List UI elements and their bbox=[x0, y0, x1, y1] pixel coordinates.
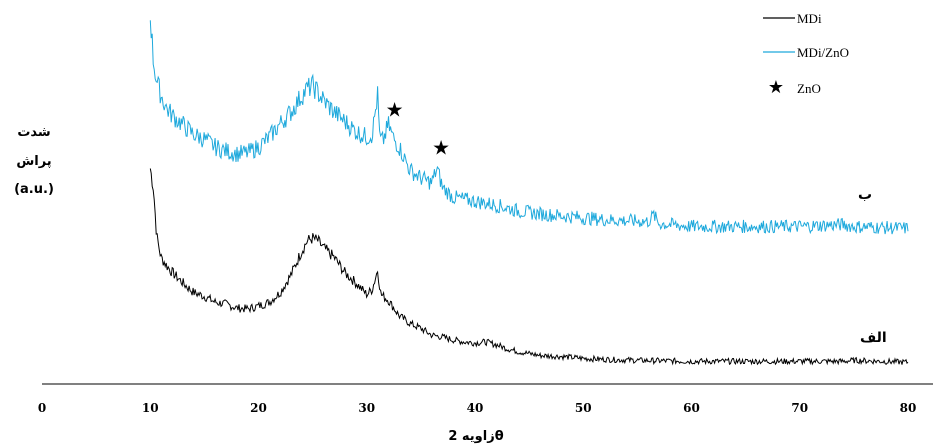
x-tick-label: 40 bbox=[467, 401, 484, 415]
x-axis-label: زاویه 2θ bbox=[448, 429, 503, 444]
x-tick-label: 50 bbox=[575, 401, 592, 415]
zno-peak-star-icon-1: ★ bbox=[386, 97, 404, 121]
curve-label-alef: الف bbox=[860, 330, 887, 346]
legend-label-mdi-zno: MDi/ZnO bbox=[797, 45, 849, 60]
curve-label-b: ب bbox=[858, 187, 872, 203]
ylabel-line-3: (a.u.) bbox=[14, 182, 54, 197]
x-tick-label: 60 bbox=[683, 401, 700, 415]
x-tick-label: 30 bbox=[358, 401, 375, 415]
ylabel-line-1: شدت bbox=[17, 125, 50, 140]
ylabel-line-2: پراش bbox=[16, 154, 51, 169]
x-tick-label: 0 bbox=[38, 401, 46, 415]
x-tick-label: 20 bbox=[250, 401, 267, 415]
zno-peak-star-icon-2: ★ bbox=[432, 135, 450, 159]
x-tick-label: 70 bbox=[791, 401, 808, 415]
series-line-mdi bbox=[149, 168, 909, 366]
legend-star-icon: ★ bbox=[768, 77, 784, 98]
series-line-mdi-zno bbox=[149, 20, 909, 235]
x-tick-label: 10 bbox=[142, 401, 159, 415]
x-tick-label: 80 bbox=[900, 401, 917, 415]
legend-label-mdi: MDi bbox=[797, 11, 822, 26]
legend-label-zno: ZnO bbox=[797, 81, 821, 96]
legend: MDi MDi/ZnO ★ ZnO bbox=[763, 11, 849, 98]
plot-area: 0 10 20 30 40 50 60 70 80 ★ ★ bbox=[38, 20, 933, 415]
